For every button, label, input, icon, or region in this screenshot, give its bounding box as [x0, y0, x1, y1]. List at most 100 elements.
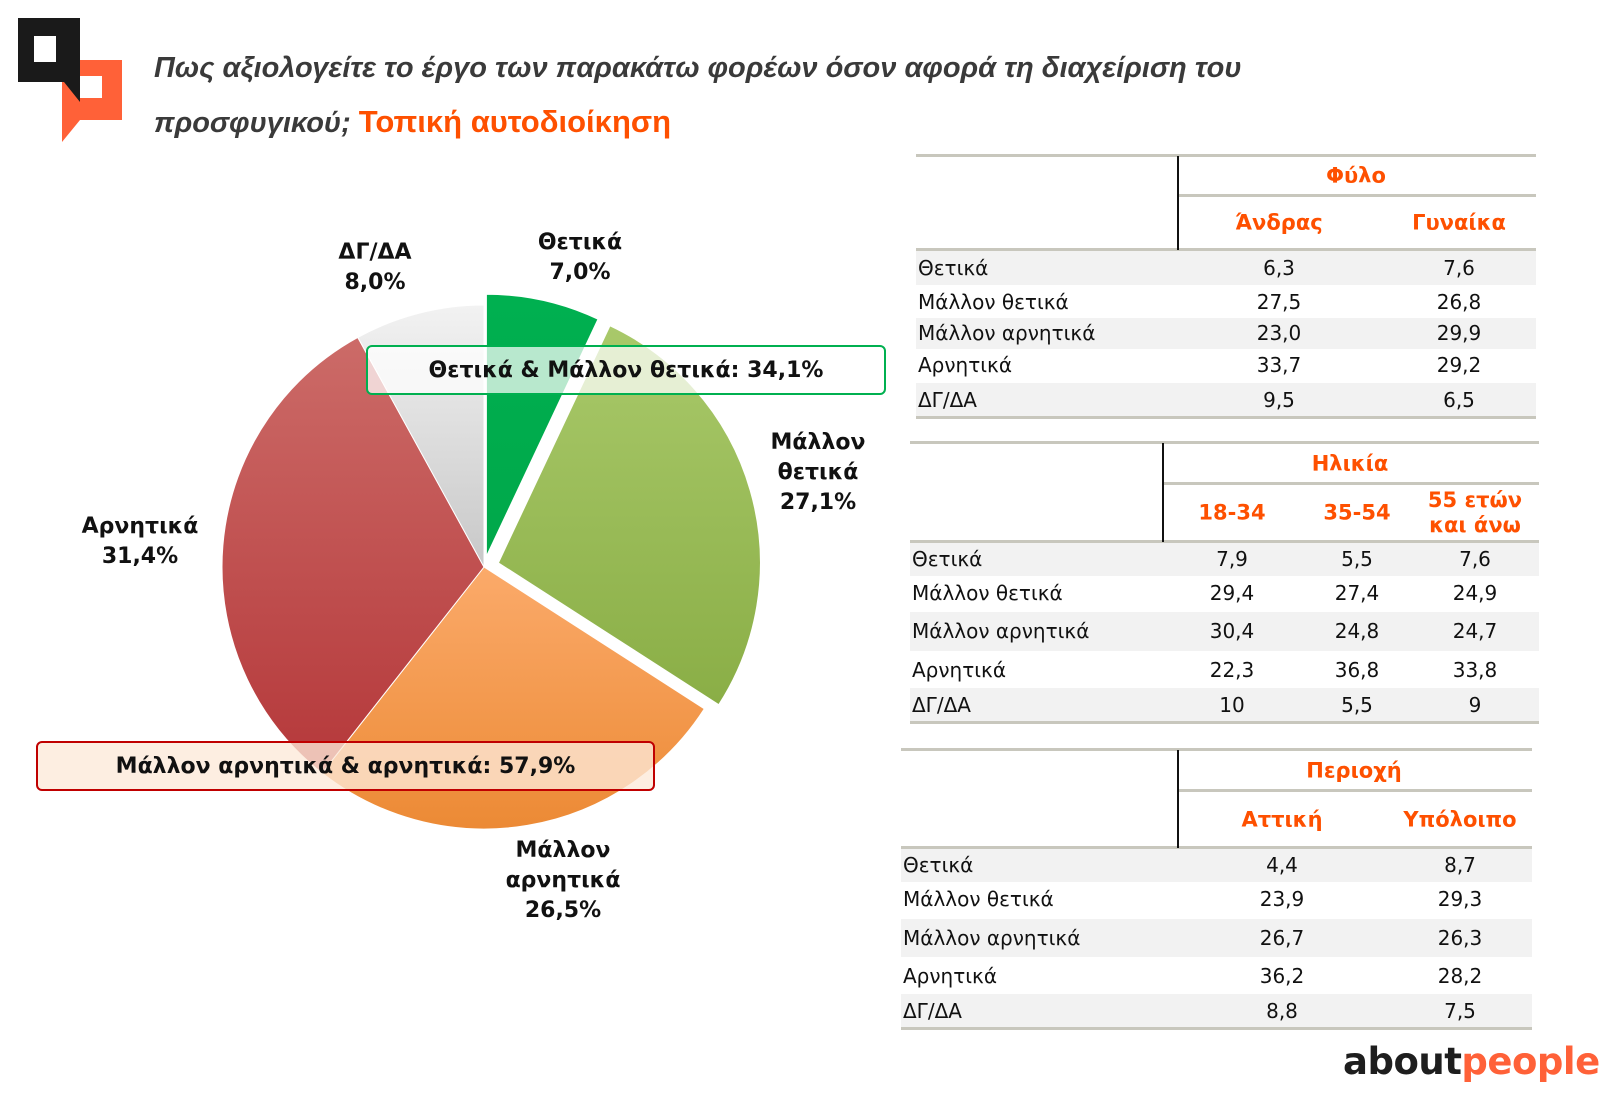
table-cell: 7,5	[1444, 999, 1476, 1023]
table-cell: 5,5	[1341, 693, 1373, 717]
table-group-header: Φύλο	[1326, 163, 1386, 188]
table-row-label: Αρνητικά	[918, 353, 1013, 377]
table-group-rule	[1177, 789, 1532, 792]
title-accent: Τοπική αυτοδιοίκηση	[358, 104, 672, 139]
table-cell: 26,8	[1436, 290, 1482, 314]
table-row-shade	[916, 317, 1536, 349]
table-cell: 33,7	[1256, 353, 1302, 377]
table-cell: 29,9	[1436, 321, 1482, 345]
table-cell: 36,2	[1259, 964, 1305, 988]
table-cell: 10	[1219, 693, 1245, 717]
table-row-shade	[901, 993, 1532, 1027]
table-cell: 7,6	[1443, 256, 1475, 280]
table-column-header: Αττική	[1241, 807, 1323, 831]
table-group-rule	[1177, 194, 1536, 197]
table-cell: 27,5	[1256, 290, 1302, 314]
page-title-line-2: προσφυγικού; Τοπική αυτοδιοίκηση	[154, 104, 671, 140]
table-row-shade	[910, 542, 1539, 576]
slice-label-dg-da: ΔΓ/ΔΑ 8,0%	[338, 240, 412, 295]
table-column-header: Άνδρας	[1235, 210, 1323, 235]
table-column-header: 55 ετών και άνω	[1427, 488, 1523, 537]
table-cell: 23,0	[1256, 321, 1302, 345]
table-cell: 36,8	[1334, 658, 1380, 682]
table-cell: 7,9	[1216, 547, 1248, 571]
table-group-rule	[1162, 482, 1539, 485]
table-cell: 24,7	[1452, 619, 1498, 643]
table-row-shade	[901, 848, 1532, 882]
table-row-label: Θετικά	[918, 256, 989, 280]
table-cell: 9	[1468, 693, 1482, 717]
title-line-1: Πως αξιολογείτε το έργο των παρακάτω φορ…	[154, 52, 1242, 84]
table-column-header: Γυναίκα	[1412, 210, 1506, 235]
table-header-rule	[916, 248, 1536, 251]
pie-slice-Αρνητικά	[221, 336, 485, 774]
table-cell: 9,5	[1263, 388, 1295, 412]
slice-label-mallon-thetika: Μάλλον θετικά 27,1%	[770, 430, 866, 515]
table-cell: 33,8	[1452, 658, 1498, 682]
table-cell: 26,7	[1259, 926, 1305, 950]
table-row-label: Θετικά	[912, 547, 983, 571]
table-cell: 6,5	[1443, 388, 1475, 412]
table-cell: 8,8	[1266, 999, 1298, 1023]
table-cell: 24,9	[1452, 581, 1498, 605]
table-cell: 22,3	[1209, 658, 1255, 682]
table-cell: 30,4	[1209, 619, 1255, 643]
table-column-header: 18-34	[1198, 500, 1266, 525]
logo-icon	[18, 18, 122, 142]
table-cell: 27,4	[1334, 581, 1380, 605]
positive-total-callout: Θετικά & Μάλλον θετικά: 34,1%	[366, 345, 886, 395]
table-row-label: Αρνητικά	[903, 964, 998, 988]
negative-total-callout: Μάλλον αρνητικά & αρνητικά: 57,9%	[36, 741, 655, 791]
table-row-shade	[916, 382, 1536, 416]
table-divider	[1177, 750, 1179, 848]
table-cell: 5,5	[1341, 547, 1373, 571]
table-cell: 4,4	[1266, 853, 1298, 877]
table-row-shade	[910, 612, 1539, 651]
table-bottom-rule	[916, 416, 1536, 419]
table-cell: 8,7	[1444, 853, 1476, 877]
slice-label-thetika: Θετικά 7,0%	[537, 230, 623, 285]
table-bottom-rule	[901, 1027, 1532, 1030]
table-column-header: 35-54	[1323, 500, 1391, 525]
table-cell: 24,8	[1334, 619, 1380, 643]
table-cell: 6,3	[1263, 256, 1295, 280]
table-cell: 29,3	[1437, 887, 1483, 911]
aboutpeople-logo: aboutpeople	[1343, 1040, 1600, 1083]
table-row-label: Θετικά	[903, 853, 974, 877]
table-row-label: Μάλλον αρνητικά	[918, 321, 1096, 345]
table-header-rule	[910, 540, 1539, 543]
table-row-label: ΔΓ/ΔΑ	[903, 999, 962, 1023]
table-row-label: Μάλλον αρνητικά	[912, 619, 1090, 643]
table-cell: 7,6	[1459, 547, 1491, 571]
slice-label-arnitika: Αρνητικά 31,4%	[81, 514, 199, 569]
table-row-label: ΔΓ/ΔΑ	[918, 388, 977, 412]
table-top-rule	[916, 154, 1536, 157]
table-row-label: Μάλλον θετικά	[903, 887, 1054, 911]
table-row-label: Μάλλον αρνητικά	[903, 926, 1081, 950]
table-column-header: Υπόλοιπο	[1403, 807, 1517, 831]
table-row-shade	[910, 687, 1539, 721]
table-row-label: Μάλλον θετικά	[912, 581, 1063, 605]
table-cell: 23,9	[1259, 887, 1305, 911]
table-divider	[1162, 443, 1164, 542]
table-cell: 26,3	[1437, 926, 1483, 950]
page-title: Πως αξιολογείτε το έργο των παρακάτω φορ…	[154, 52, 1242, 85]
table-row-label: Μάλλον θετικά	[918, 290, 1069, 314]
table-row-shade	[901, 918, 1532, 957]
table-group-header: Περιοχή	[1306, 758, 1402, 782]
table-top-rule	[910, 441, 1539, 444]
table-cell: 29,4	[1209, 581, 1255, 605]
slice-label-mallon-arnitika: Μάλλον αρνητικά 26,5%	[505, 838, 621, 923]
table-cell: 28,2	[1437, 964, 1483, 988]
table-row-label: Αρνητικά	[912, 658, 1007, 682]
table-cell: 29,2	[1436, 353, 1482, 377]
table-top-rule	[901, 748, 1532, 751]
table-header-rule	[901, 846, 1532, 849]
table-bottom-rule	[910, 721, 1539, 724]
title-line-2: προσφυγικού;	[154, 107, 351, 139]
table-row-label: ΔΓ/ΔΑ	[912, 693, 971, 717]
table-group-header: Ηλικία	[1311, 451, 1389, 475]
table-row-shade	[916, 250, 1536, 285]
table-divider	[1177, 156, 1179, 250]
